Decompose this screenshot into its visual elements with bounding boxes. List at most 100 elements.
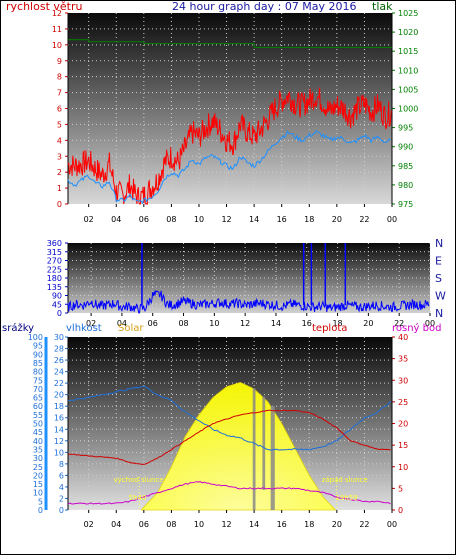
y-tick-label-right: 25 (398, 398, 408, 407)
rain-tick-label: 95 (33, 342, 43, 351)
y-tick-label-left: 11 (52, 25, 62, 34)
compass-label: S (435, 272, 442, 285)
y-tick-label-left: 180 (47, 274, 62, 283)
x-tick-label: 10 (209, 319, 219, 328)
y-tick-label-right: 5 (398, 484, 403, 493)
x-tick-label: 18 (332, 319, 342, 328)
rain-tick-label: 45 (33, 428, 43, 437)
x-tick-label: 14 (271, 319, 281, 328)
y-tick-label-right: 20 (398, 420, 408, 429)
y-tick-label-right: 10 (398, 463, 408, 472)
solar-cloud-dip (262, 396, 266, 490)
x-tick-label: 06 (139, 520, 149, 529)
humidity-tick-label: 2 (59, 494, 64, 503)
humidity-label: vlhkost (66, 323, 102, 334)
y-tick-label-left: 4 (57, 136, 62, 145)
y-tick-label-right: 15 (398, 441, 408, 450)
x-tick-label: 20 (332, 215, 342, 224)
rain-tick-label: 75 (33, 376, 43, 385)
x-tick-label: 22 (394, 319, 404, 328)
y-tick-label-left: 135 (47, 283, 62, 292)
humidity-tick-label: 28 (54, 345, 64, 354)
rain-tick-label: 25 (33, 463, 43, 472)
x-tick-label: 16 (302, 319, 312, 328)
y-tick-label-right: 1025 (398, 9, 418, 18)
y-tick-label-left: 6 (57, 105, 62, 114)
compass-label: E (435, 255, 442, 268)
x-tick-label: 22 (359, 520, 369, 529)
compass-label: W (435, 290, 446, 303)
x-tick-label: 06 (148, 319, 158, 328)
y-tick-label-right: 35 (398, 355, 408, 364)
y-tick-label-right: 975 (398, 200, 413, 209)
rain-tick-label: 10 (33, 489, 43, 498)
rain-tick-label: 85 (33, 359, 43, 368)
x-tick-label: 10 (194, 520, 204, 529)
rain-tick-label: 35 (33, 445, 43, 454)
rain-tick-label: 55 (33, 411, 43, 420)
humidity-tick-label: 8 (59, 460, 64, 469)
x-tick-label: 12 (240, 319, 250, 328)
y-tick-label-right: 990 (398, 143, 413, 152)
y-tick-label-left: 12 (52, 9, 62, 18)
solar-cloud-dip (270, 406, 275, 510)
rain-tick-label: 0 (38, 506, 43, 515)
y-tick-label-left: 8 (57, 73, 62, 82)
y-tick-label-right: 985 (398, 162, 413, 171)
y-tick-label-left: 5 (57, 120, 62, 129)
y-tick-label-left: 10 (52, 41, 62, 50)
rain-tick-label: 50 (33, 420, 43, 429)
rain-tick-label: 90 (33, 350, 43, 359)
y-tick-label-right: 1000 (398, 105, 418, 114)
humidity-tick-label: 6 (59, 471, 64, 480)
rain-tick-label: 20 (33, 471, 43, 480)
x-tick-label: 14 (249, 215, 259, 224)
x-tick-label: 18 (304, 215, 314, 224)
sunrise-label: východ slunce (113, 476, 163, 484)
temperature-line (67, 409, 391, 466)
y-tick-label-left: 0 (57, 200, 62, 209)
x-tick-label: 00 (387, 215, 397, 224)
humidity-tick-label: 22 (54, 379, 64, 388)
rain-label: srážky (2, 322, 34, 334)
y-tick-label-left: 225 (47, 265, 62, 274)
sunset-label: západ slunce (322, 476, 368, 484)
sunrise-time: 5h40 (129, 494, 147, 502)
compass-label: N (435, 307, 443, 320)
y-tick-label-left: 0 (57, 309, 62, 318)
x-tick-label: 16 (277, 520, 287, 529)
y-tick-label-right: 980 (398, 181, 413, 190)
humidity-tick-label: 10 (54, 448, 64, 457)
y-tick-label-right: 1020 (398, 28, 418, 37)
humidity-tick-label: 16 (54, 414, 64, 423)
y-tick-label-left: 7 (57, 89, 62, 98)
humidity-tick-label: 12 (54, 437, 64, 446)
solar-cloud-dip (252, 388, 256, 510)
y-tick-label-left: 1 (57, 184, 62, 193)
humidity-tick-label: 4 (59, 483, 64, 492)
humidity-tick-label: 14 (54, 425, 64, 434)
humidity-tick-label: 26 (54, 356, 64, 365)
y-tick-label-left: 360 (47, 239, 62, 248)
rain-tick-label: 70 (33, 385, 43, 394)
y-tick-label-left: 315 (47, 248, 62, 257)
y-tick-label-right: 0 (398, 506, 403, 515)
solar-area (140, 381, 337, 511)
x-tick-label: 08 (166, 520, 176, 529)
x-tick-label: 12 (221, 215, 231, 224)
x-tick-label: 04 (111, 215, 121, 224)
y-tick-label-right: 995 (398, 124, 413, 133)
rain-tick-label: 15 (33, 480, 43, 489)
rain-tick-label: 80 (33, 368, 43, 377)
wind-average-line (67, 130, 391, 205)
x-tick-label: 04 (117, 319, 127, 328)
x-tick-label: 02 (86, 319, 96, 328)
sunset-time: 19h59 (335, 494, 357, 502)
dewpoint-label: rosný bod (392, 322, 441, 334)
pressure-line (68, 39, 392, 48)
humidity-tick-label: 30 (54, 333, 64, 342)
wind-gust-line (67, 87, 392, 205)
chart-title: 24 hour graph day : 07 May 2016 (172, 0, 357, 13)
x-tick-label: 08 (166, 215, 176, 224)
